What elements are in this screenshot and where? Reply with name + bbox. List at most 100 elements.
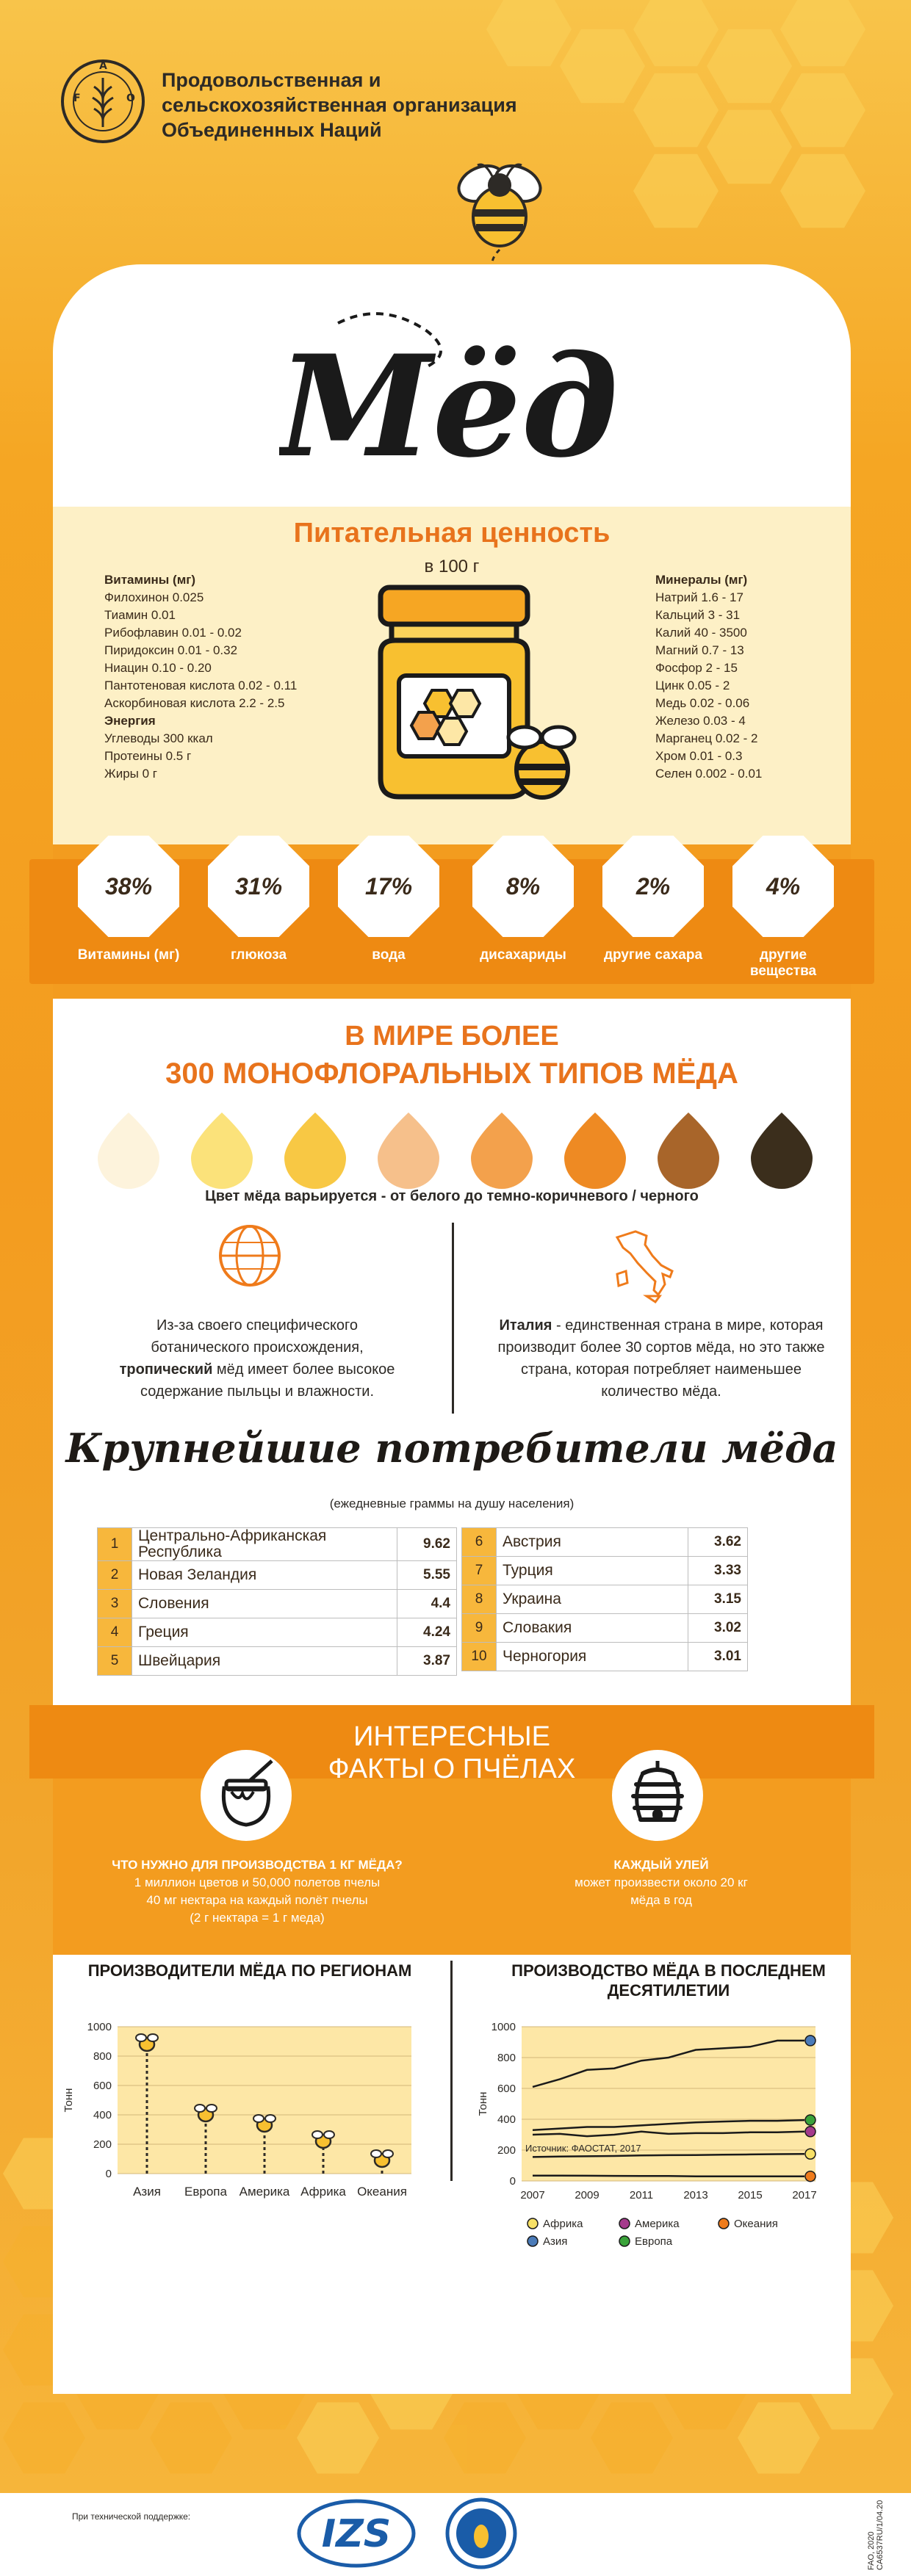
color-note: Цвет мёда варьируется - от белого до тем… <box>205 1188 699 1204</box>
legend-label: Африка <box>543 2218 583 2230</box>
charts-divider <box>450 1961 453 2181</box>
stat-label: Витамины (мг) <box>77 947 180 963</box>
vitamin-item: Пиридоксин 0.01 - 0.32 <box>104 643 238 657</box>
bee-wing <box>135 2033 147 2042</box>
mineral-item: Железо 0.03 - 4 <box>655 714 746 728</box>
energy-heading: Энергия <box>104 714 156 728</box>
monofloral-line-2: 300 МОНОФЛОРАЛЬНЫХ ТИПОВ МЁДА <box>165 1057 738 1090</box>
honeycomb-cell <box>297 2402 379 2474</box>
honeycomb-cell <box>486 0 572 67</box>
bee-wing <box>147 2033 159 2042</box>
y-tick-label: 1000 <box>491 2021 516 2033</box>
legend-label: Европа <box>635 2235 673 2248</box>
stat-value: 17% <box>338 836 439 937</box>
y-axis-label: Тонн <box>62 2088 75 2113</box>
italy-fact: Италия - единственная страна в мире, кот… <box>497 1317 825 1400</box>
honey-drop <box>471 1112 533 1189</box>
svg-text:O: O <box>126 93 135 104</box>
legend-swatch <box>718 2218 730 2229</box>
stat-value: 38% <box>78 836 179 937</box>
honeycomb-cell <box>780 153 865 228</box>
stat-label: другие сахара <box>603 947 703 963</box>
minerals-list: Минералы (мг) Натрий 1.6 - 17 Кальций 3 … <box>655 571 839 783</box>
honeycomb-cell <box>707 109 792 184</box>
mineral-item: Селен 0.002 - 0.01 <box>655 767 763 781</box>
table-row: 9 Словакия 3.02 <box>461 1613 748 1643</box>
stat-label: другие вещества <box>749 947 817 979</box>
x-tick-label: 2007 <box>520 2189 544 2201</box>
y-tick-label: 200 <box>93 2138 112 2151</box>
stat-water: 17% вода <box>334 836 444 963</box>
series-end-marker <box>804 2114 816 2126</box>
italy-map-icon <box>615 1230 674 1303</box>
table-row: 10 Черногория 3.01 <box>461 1642 748 1671</box>
honeycomb-cell <box>738 2402 820 2474</box>
org-line-1: Продовольственная и <box>162 69 381 91</box>
stat-disaccharides: 8% дисахариды <box>468 836 578 963</box>
table-row: 7 Турция 3.33 <box>461 1556 748 1585</box>
chart-decade: 0 200 400 600 800 1000 Тонн 2007 2009 2011 2013 201… <box>477 2021 817 2248</box>
bee-wing <box>206 2104 217 2113</box>
legend-label: Америка <box>635 2218 680 2230</box>
chart-decade-title: ПРОИЗВОДСТВО МЁДА В ПОСЛЕДНЕМ ДЕСЯТИЛЕТИ… <box>511 1961 826 2000</box>
chart-regions: 0 200 400 600 800 1000 Тонн Азия Европа Америка Аф… <box>62 2021 411 2199</box>
legend-label: Океания <box>734 2218 778 2230</box>
series-line <box>532 2153 805 2158</box>
honey-pot-icon <box>201 1750 292 1841</box>
y-tick-label: 600 <box>93 2080 112 2092</box>
mineral-item: Медь 0.02 - 0.06 <box>655 696 750 710</box>
y-axis-label: Тонн <box>477 2092 489 2116</box>
section-divider <box>452 1223 454 1414</box>
x-tick-label: Океания <box>357 2185 407 2199</box>
y-tick-label: 1000 <box>87 2021 112 2033</box>
honey-jar-icon <box>378 585 577 800</box>
y-tick-label: 0 <box>106 2168 112 2180</box>
honeycomb-cell <box>707 29 792 104</box>
series-line <box>532 2119 805 2131</box>
svg-text:A: A <box>99 60 107 72</box>
x-tick-label: 2013 <box>683 2189 707 2201</box>
mineral-item: Цинк 0.05 - 2 <box>655 679 730 692</box>
monofloral-line-1: В МИРЕ БОЛЕЕ <box>345 1021 559 1052</box>
series-end-marker <box>804 2035 816 2047</box>
mineral-item: Фосфор 2 - 15 <box>655 661 738 675</box>
stat-value: 2% <box>602 836 704 937</box>
table-row: 2 Новая Зеландия 5.55 <box>97 1560 457 1590</box>
stat-label: глюкоза <box>230 947 287 963</box>
bee-wing <box>370 2149 382 2158</box>
title-text: Мёд <box>279 325 617 488</box>
globe-icon <box>219 1225 281 1287</box>
bee-wing <box>264 2114 276 2123</box>
per-100g: в 100 г <box>424 557 480 576</box>
stat-value: 31% <box>208 836 309 937</box>
table-row: 6 Австрия 3.62 <box>461 1527 748 1557</box>
mineral-item: Калий 40 - 3500 <box>655 626 747 640</box>
izs-logo: IZS <box>297 2499 416 2568</box>
x-tick-label: Африка <box>300 2185 346 2199</box>
tropical-fact: Из-за своего специфического ботаническог… <box>119 1317 395 1400</box>
bee-wing <box>323 2130 335 2139</box>
honey-drop <box>658 1112 719 1189</box>
stat-label: дисахариды <box>480 947 566 963</box>
x-tick-label: 2017 <box>792 2189 816 2201</box>
x-tick-label: 2011 <box>630 2189 653 2201</box>
y-tick-label: 400 <box>497 2113 516 2126</box>
bee-illustration <box>457 163 542 277</box>
bee-facts-title-2: ФАКТЫ О ПЧЁЛАХ <box>328 1754 576 1784</box>
mineral-item: Марганец 0.02 - 2 <box>655 731 758 745</box>
consumers-title: Крупнейшие потребители мёда <box>65 1425 838 1472</box>
bee-wing <box>382 2149 394 2158</box>
x-tick-label: Америка <box>240 2185 290 2199</box>
x-tick-label: Европа <box>184 2185 227 2199</box>
fao-logo: F A O <box>61 59 145 143</box>
hive-fact: КАЖДЫЙ УЛЕЙ может произвести около 20 кг… <box>522 1856 801 1909</box>
honeycomb-cell <box>633 0 719 67</box>
plot-area <box>118 2027 411 2174</box>
series-line <box>533 2174 804 2177</box>
vitamin-item: Пантотеновая кислота 0.02 - 0.11 <box>104 679 298 692</box>
publication-code: FAO, 2020 CA6537RU/1/04.20 <box>867 2500 885 2570</box>
x-tick-label: 2009 <box>575 2189 599 2201</box>
honeycomb-cell <box>633 153 719 228</box>
bee-wing <box>194 2104 206 2113</box>
honeycomb-cell <box>591 2402 673 2474</box>
